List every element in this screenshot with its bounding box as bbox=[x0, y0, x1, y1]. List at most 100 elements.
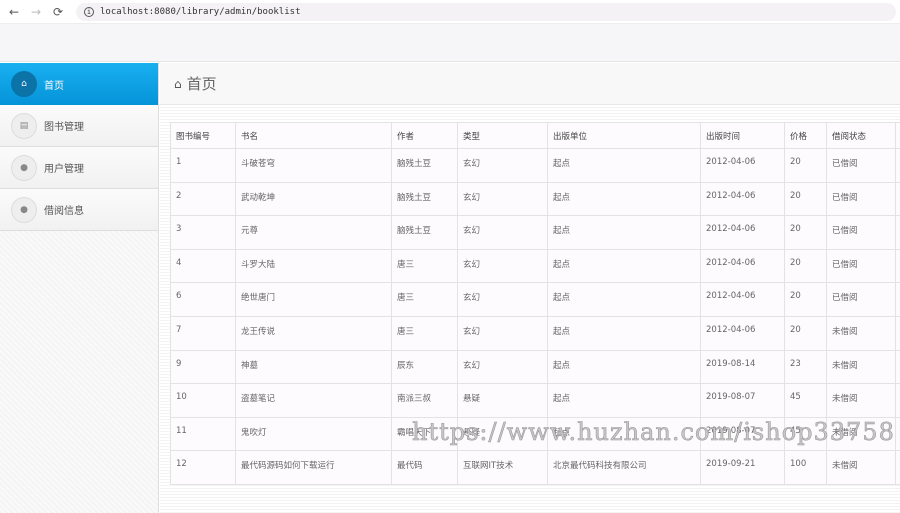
table-cell: 北京最代码科技有限公司 bbox=[547, 450, 701, 485]
table-cell: 最代码源码如何下载运行 bbox=[235, 450, 392, 485]
table-cell: 鬼吹灯 bbox=[235, 416, 392, 452]
table-cell: 2012-04-06 bbox=[700, 248, 785, 284]
table-cell: 12 bbox=[170, 450, 236, 485]
user-icon: ● bbox=[11, 196, 37, 223]
sidebar-item-2[interactable]: ● 用户管理 bbox=[0, 147, 158, 189]
column-header: 类型 bbox=[457, 122, 548, 149]
table-cell: 20 bbox=[784, 248, 827, 284]
table-cell: 未借阅 bbox=[826, 315, 896, 351]
url-text: localhost:8080/library/admin/booklist bbox=[100, 6, 301, 17]
table-cell: 2019-08-07 bbox=[700, 383, 785, 418]
table-cell: 7 bbox=[170, 315, 236, 351]
table-row: 10 盗墓笔记 南派三叔 悬疑 起点 2019-08-07 45 未借阅 bbox=[170, 383, 900, 418]
table-cell: 20 bbox=[784, 215, 827, 250]
table-cell: 3 bbox=[170, 215, 236, 250]
table-cell: 起点 bbox=[547, 248, 701, 284]
table-cell: 4 bbox=[170, 248, 236, 284]
user-icon: ● bbox=[11, 154, 37, 181]
table-row: 6 绝世唐门 唐三 玄幻 起点 2012-04-06 20 已借阅 bbox=[170, 282, 900, 317]
table-cell: 已借阅 bbox=[826, 148, 896, 183]
reload-icon[interactable]: ⟳ bbox=[52, 4, 64, 19]
table-cell: 盗墓笔记 bbox=[235, 383, 392, 418]
browser-toolbar: ← → ⟳ i localhost:8080/library/admin/book… bbox=[0, 0, 900, 24]
forward-icon[interactable]: → bbox=[30, 4, 42, 19]
table-cell: 已借阅 bbox=[826, 248, 896, 284]
table-cell: 唐三 bbox=[391, 282, 458, 317]
table-cell: 斗罗大陆 bbox=[235, 248, 392, 284]
table-cell: 绝世唐门 bbox=[235, 282, 392, 317]
table-cell: 玄幻 bbox=[457, 315, 548, 351]
table-cell: 辰东 bbox=[391, 349, 458, 385]
table-cell: 20 bbox=[784, 148, 827, 183]
table-cell: 悬疑 bbox=[457, 383, 548, 418]
table-cell bbox=[895, 416, 900, 452]
column-header: 作者 bbox=[391, 122, 458, 149]
home-icon: ⌂ bbox=[11, 71, 37, 97]
table-row: 7 龙王传说 唐三 玄幻 起点 2012-04-06 20 未借阅 bbox=[170, 315, 900, 351]
table-cell: 20 bbox=[784, 315, 827, 351]
table-cell bbox=[895, 248, 900, 284]
table-header-row: 图书编号 书名 作者 类型 出版单位 出版时间 价格 借阅状态 bbox=[170, 122, 900, 149]
sidebar-item-3[interactable]: ● 借阅信息 bbox=[0, 189, 158, 231]
table-cell: 悬疑 bbox=[457, 416, 548, 452]
table-cell: 龙王传说 bbox=[235, 315, 392, 351]
table-cell: 玄幻 bbox=[457, 282, 548, 317]
column-header: 出版单位 bbox=[547, 122, 701, 149]
table-cell: 已借阅 bbox=[826, 282, 896, 317]
table-cell: 斗破苍穹 bbox=[235, 148, 392, 183]
table-cell bbox=[895, 215, 900, 250]
table-cell: 起点 bbox=[547, 148, 701, 183]
home-icon: ⌂ bbox=[174, 76, 182, 91]
watermark: https://www.huzhan.com/ishop33758 bbox=[412, 418, 895, 447]
table-cell bbox=[895, 383, 900, 418]
table-cell: 玄幻 bbox=[457, 215, 548, 250]
table-cell: 起点 bbox=[547, 181, 701, 217]
table-cell: 起点 bbox=[547, 383, 701, 418]
table-cell: 脑残土豆 bbox=[391, 215, 458, 250]
table-cell: 未借阅 bbox=[826, 383, 896, 418]
table-cell: 玄幻 bbox=[457, 248, 548, 284]
table-cell: 2 bbox=[170, 181, 236, 217]
table-cell: 23 bbox=[784, 349, 827, 385]
address-bar[interactable]: i localhost:8080/library/admin/booklist bbox=[76, 2, 896, 21]
table-cell: 元尊 bbox=[235, 215, 392, 250]
table-cell: 10 bbox=[170, 383, 236, 418]
back-icon[interactable]: ← bbox=[8, 4, 20, 19]
table-cell: 2012-04-06 bbox=[700, 315, 785, 351]
table-row: 12 最代码源码如何下载运行 最代码 互联网IT技术 北京最代码科技有限公司 2019-0… bbox=[170, 450, 900, 485]
column-header: 借阅状态 bbox=[826, 122, 896, 149]
sidebar-item-label: 首页 bbox=[44, 80, 64, 92]
sidebar-item-0[interactable]: ⌂ 首页 bbox=[0, 63, 158, 105]
table-cell: 20 bbox=[784, 282, 827, 317]
table-cell: 20 bbox=[784, 181, 827, 217]
info-icon[interactable]: i bbox=[84, 6, 94, 17]
table-cell: 1 bbox=[170, 148, 236, 183]
table-cell: 45 bbox=[784, 383, 827, 418]
table-row: 1 斗破苍穹 脑残土豆 玄幻 起点 2012-04-06 20 已借阅 bbox=[170, 148, 900, 183]
table-cell: 起点 bbox=[547, 349, 701, 385]
page-title-bar: ⌂ 首页 bbox=[160, 63, 900, 105]
table-row: 9 神墓 辰东 玄幻 起点 2019-08-14 23 未借阅 bbox=[170, 349, 900, 385]
page-title: 首页 bbox=[186, 75, 217, 93]
table-cell: 互联网IT技术 bbox=[457, 450, 548, 485]
table-row: 11 鬼吹灯 霸唱天下 悬疑 起点 2019-08-07 45 未借阅 bbox=[170, 416, 900, 452]
table-cell: 已借阅 bbox=[826, 215, 896, 250]
table-cell: 已借阅 bbox=[826, 181, 896, 217]
sidebar-item-label: 图书管理 bbox=[44, 122, 84, 133]
table-cell: 9 bbox=[170, 349, 236, 385]
table-row: 2 武动乾坤 脑残土豆 玄幻 起点 2012-04-06 20 已借阅 bbox=[170, 181, 900, 217]
column-header: 出版时间 bbox=[700, 122, 785, 149]
table-cell: 2019-09-21 bbox=[700, 450, 785, 485]
table-cell: 南派三叔 bbox=[391, 383, 458, 418]
main-content: ⌂ 首页 图书编号 书名 作者 类型 出版单位 出版时间 价格 借阅状态 1 斗破苍穹 脑残土豆 玄幻… bbox=[160, 63, 900, 513]
table-cell bbox=[895, 450, 900, 485]
table-cell: 玄幻 bbox=[457, 349, 548, 385]
table-cell: 唐三 bbox=[391, 315, 458, 351]
column-header bbox=[895, 122, 900, 149]
sidebar: ⌂ 首页 ▤ 图书管理 ● 用户管理 ● 借阅信息 bbox=[0, 63, 159, 513]
table-cell: 6 bbox=[170, 282, 236, 317]
table-cell: 脑残土豆 bbox=[391, 181, 458, 217]
sidebar-item-label: 用户管理 bbox=[44, 164, 84, 175]
table-cell: 起点 bbox=[547, 416, 701, 452]
sidebar-item-1[interactable]: ▤ 图书管理 bbox=[0, 105, 158, 147]
